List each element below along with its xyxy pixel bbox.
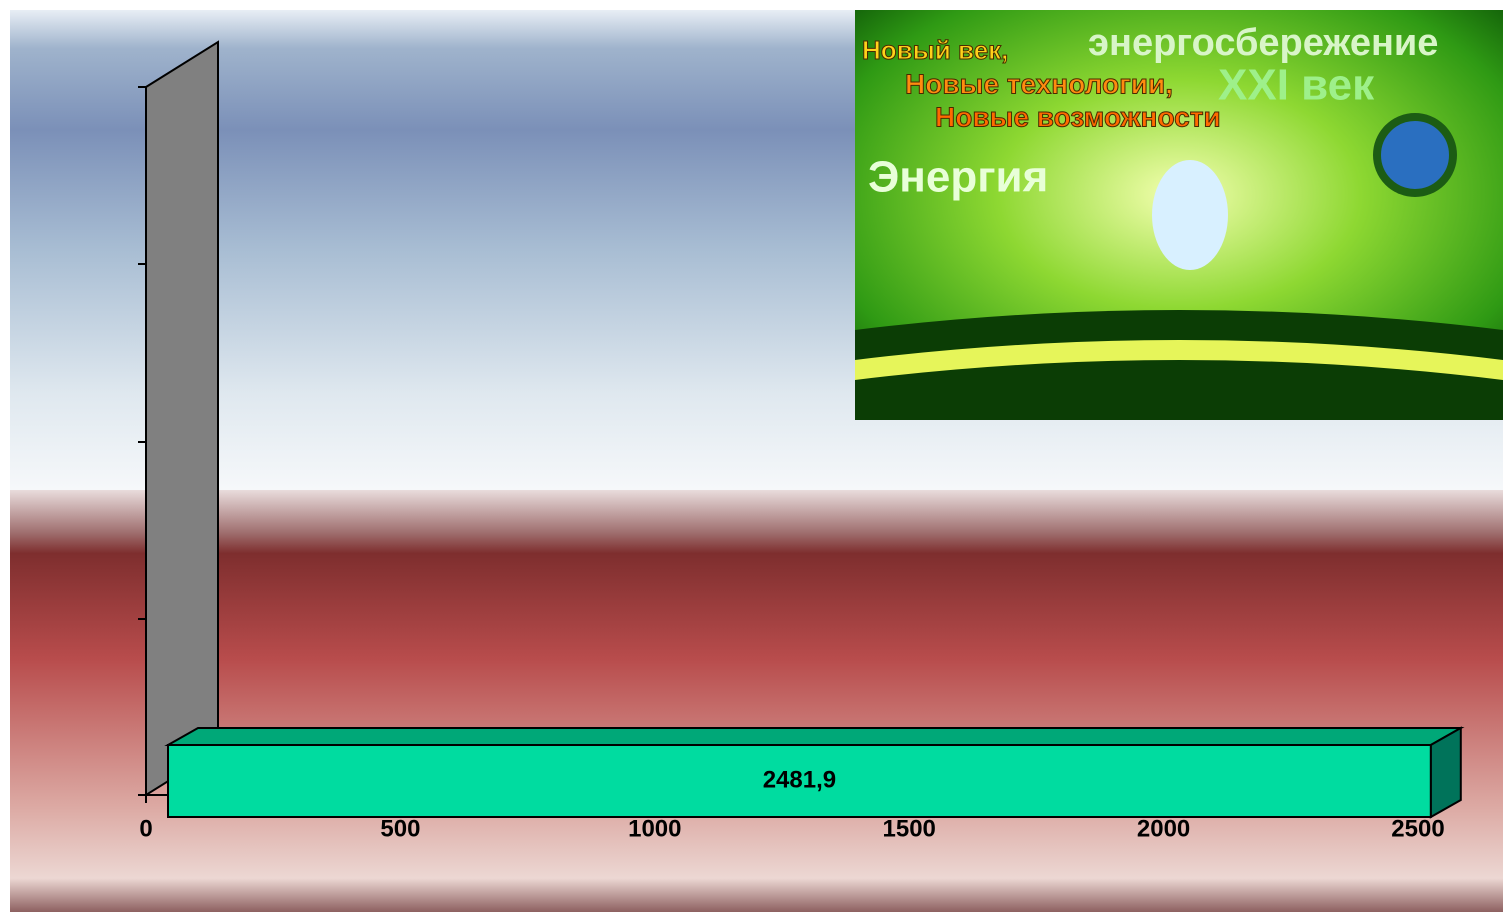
x-tick-label: 2000	[1137, 815, 1190, 842]
banner-text: Новые технологии,	[905, 68, 1173, 99]
x-tick-label: 1000	[628, 815, 681, 842]
banner-text: Новые возможности	[935, 101, 1221, 132]
banner-globe	[1377, 117, 1453, 193]
banner-bulb	[1152, 160, 1228, 270]
bar-top	[168, 728, 1461, 745]
x-tick-label: 2500	[1391, 815, 1444, 842]
bar-end	[1431, 728, 1461, 817]
banner-text: Энергия	[868, 153, 1048, 202]
chart: Новый век,Новые технологии,Новые возможн…	[0, 0, 1503, 912]
background-bottom	[10, 490, 1503, 912]
banner-text: Новый век,	[862, 35, 1008, 65]
side-wall	[146, 42, 218, 795]
value-label: 2481,9	[763, 766, 836, 793]
x-tick-label: 0	[139, 815, 152, 842]
x-tick-label: 500	[380, 815, 420, 842]
x-tick-label: 1500	[883, 815, 936, 842]
banner-text: XXI век	[1218, 61, 1375, 110]
banner-text: энергосбережение	[1088, 22, 1438, 64]
